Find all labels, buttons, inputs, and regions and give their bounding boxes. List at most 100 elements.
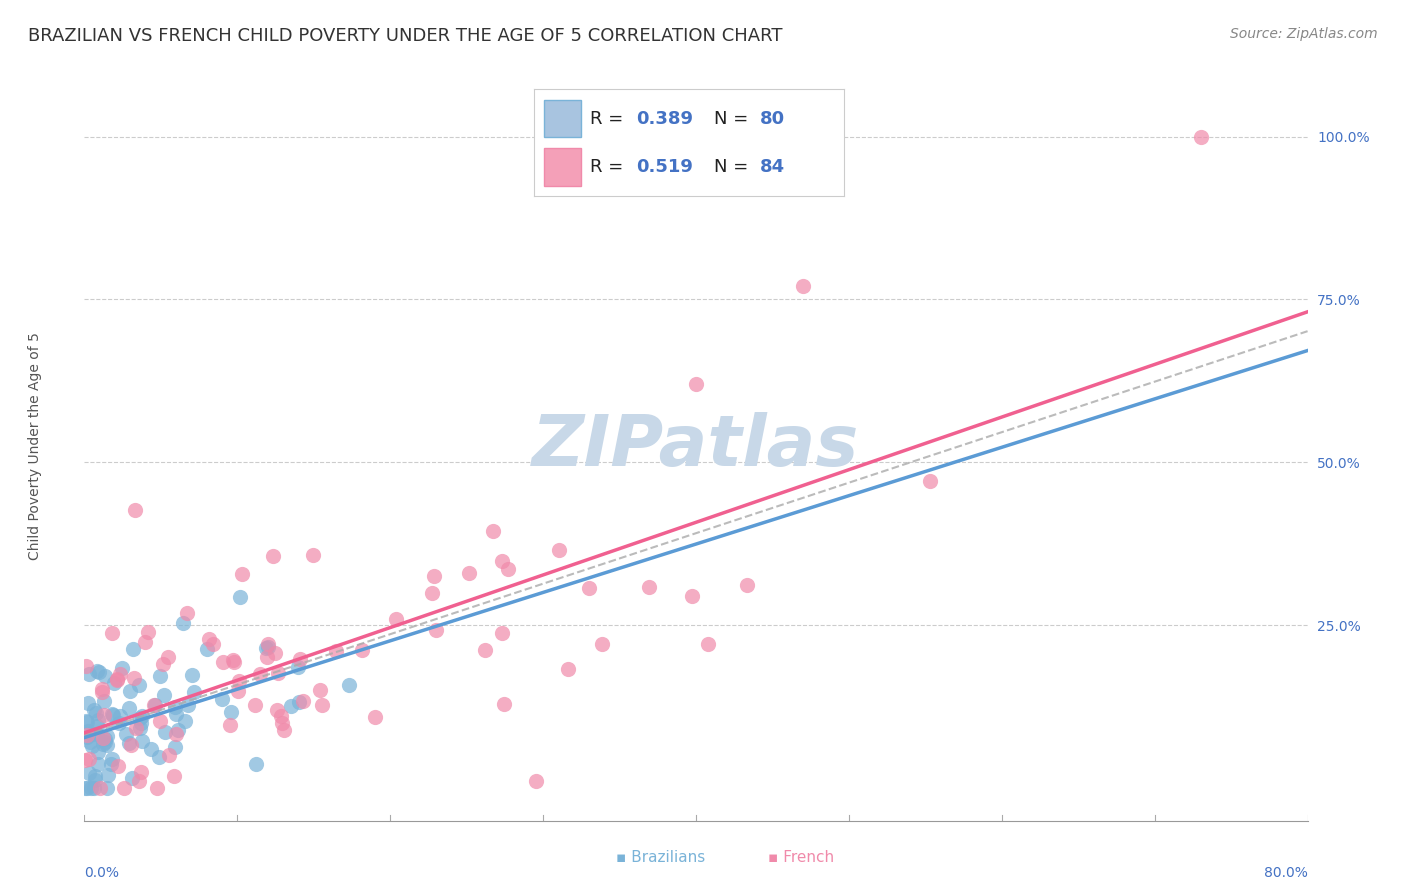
Point: [117, 736, 139, 750]
Point: [920, 474, 942, 488]
Text: 84: 84: [761, 159, 785, 177]
Point: [176, 606, 198, 620]
Text: Child Poverty Under the Age of 5: Child Poverty Under the Age of 5: [28, 332, 42, 560]
Point: [231, 566, 253, 581]
Point: [308, 683, 330, 698]
Point: [339, 678, 361, 692]
Text: R =: R =: [591, 111, 628, 128]
Point: [134, 635, 156, 649]
Point: [222, 652, 245, 666]
Text: 0.0%: 0.0%: [84, 865, 120, 880]
Point: [578, 582, 600, 596]
Point: [157, 748, 180, 763]
Point: [143, 698, 166, 713]
Point: [93, 707, 115, 722]
Point: [273, 723, 295, 737]
Point: [149, 669, 172, 683]
Point: [76, 728, 98, 742]
Point: [75, 753, 97, 767]
Point: [91, 731, 114, 746]
Text: 80: 80: [761, 111, 785, 128]
Text: ▪ French: ▪ French: [768, 850, 835, 865]
Point: [100, 757, 122, 772]
Point: [524, 773, 547, 788]
Point: [145, 780, 167, 795]
Point: [120, 739, 142, 753]
Point: [638, 580, 661, 594]
Point: [257, 637, 280, 651]
Point: [77, 752, 100, 766]
Text: ZIPatlas: ZIPatlas: [533, 411, 859, 481]
Point: [79, 780, 101, 795]
Point: [491, 554, 513, 568]
Point: [474, 643, 496, 657]
Point: [91, 737, 114, 751]
Point: [122, 671, 145, 685]
Point: [547, 542, 569, 557]
Point: [79, 735, 101, 749]
Point: [219, 705, 242, 719]
Point: [482, 524, 505, 538]
Text: BRAZILIAN VS FRENCH CHILD POVERTY UNDER THE AGE OF 5 CORRELATION CHART: BRAZILIAN VS FRENCH CHILD POVERTY UNDER …: [28, 27, 783, 45]
Text: 0.389: 0.389: [637, 111, 693, 128]
Point: [163, 739, 186, 754]
Point: [110, 661, 132, 675]
Point: [101, 708, 124, 723]
Point: [280, 699, 302, 714]
Point: [174, 714, 197, 728]
Point: [183, 684, 205, 698]
Point: [254, 640, 277, 655]
Point: [96, 738, 118, 752]
Text: 80.0%: 80.0%: [1264, 865, 1308, 880]
Point: [100, 752, 122, 766]
Point: [118, 700, 141, 714]
Point: [211, 655, 233, 669]
Point: [287, 695, 309, 709]
Point: [118, 684, 141, 698]
Point: [245, 756, 267, 771]
Point: [149, 714, 172, 728]
Point: [266, 703, 288, 717]
Point: [97, 768, 120, 782]
Point: [93, 694, 115, 708]
Point: [129, 764, 152, 779]
Point: [325, 644, 347, 658]
Point: [96, 729, 118, 743]
Point: [93, 668, 115, 682]
Point: [385, 612, 408, 626]
Point: [84, 706, 107, 720]
Point: [105, 672, 128, 686]
Point: [172, 615, 194, 630]
Point: [157, 650, 180, 665]
Point: [143, 698, 166, 712]
Point: [75, 714, 97, 729]
Point: [94, 735, 117, 749]
Point: [86, 714, 108, 728]
Point: [211, 692, 233, 706]
Point: [77, 696, 100, 710]
Point: [148, 749, 170, 764]
Point: [257, 640, 280, 654]
Point: [105, 673, 128, 687]
Text: ▪ Brazilians: ▪ Brazilians: [616, 850, 706, 865]
Point: [101, 626, 124, 640]
Point: [83, 703, 105, 717]
Point: [76, 715, 98, 730]
Text: 0.519: 0.519: [637, 159, 693, 177]
Point: [195, 642, 218, 657]
Point: [256, 649, 278, 664]
Point: [291, 693, 314, 707]
Point: [153, 689, 176, 703]
Point: [128, 678, 150, 692]
Point: [494, 697, 516, 711]
Point: [735, 578, 758, 592]
Point: [77, 766, 100, 780]
Point: [165, 727, 187, 741]
Point: [108, 716, 131, 731]
Point: [73, 780, 96, 795]
Point: [458, 566, 481, 581]
Point: [153, 725, 176, 739]
Point: [82, 726, 104, 740]
Point: [87, 756, 110, 771]
Point: [425, 623, 447, 637]
